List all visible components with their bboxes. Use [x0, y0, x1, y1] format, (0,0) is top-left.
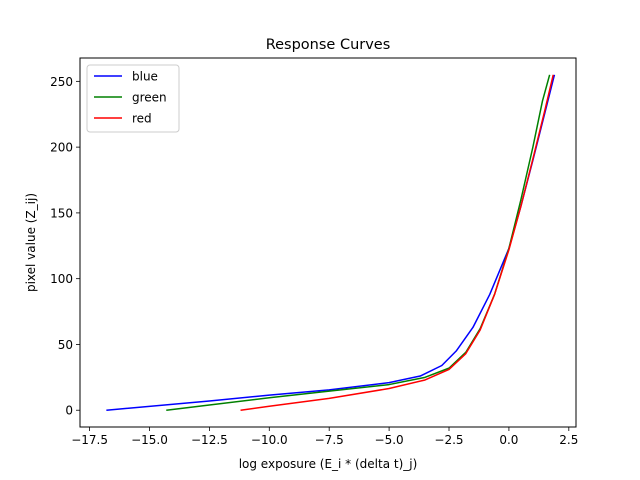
chart-title: Response Curves — [266, 37, 391, 53]
x-tick-label: −2.5 — [434, 433, 463, 447]
x-tick-label: −12.5 — [191, 433, 228, 447]
plot-area: −17.5 −15.0 −12.5 −10.0 −7.5 −5.0 −2.5 0.0 2.5 0… — [50, 57, 578, 447]
legend-box — [86, 64, 180, 133]
x-tick-label: −5.0 — [375, 433, 404, 447]
series-line-red — [240, 74, 554, 411]
legend-label-green: green — [132, 91, 167, 105]
x-tick-label: −7.5 — [315, 433, 344, 447]
legend-label-red: red — [132, 112, 152, 126]
x-tick-label: −10.0 — [251, 433, 288, 447]
x-axis-ticks: −17.5 −15.0 −12.5 −10.0 −7.5 −5.0 −2.5 0.0 2.5 — [71, 427, 578, 447]
x-tick-label: 2.5 — [559, 433, 578, 447]
y-tick-label: 250 — [50, 75, 73, 89]
axes-frame — [79, 57, 577, 428]
series-layer — [106, 74, 556, 411]
y-tick-label: 50 — [58, 338, 73, 352]
x-tick-label: 0.0 — [499, 433, 518, 447]
legend: blue green red — [86, 64, 180, 133]
legend-label-blue: blue — [132, 70, 158, 84]
x-tick-label: −15.0 — [131, 433, 168, 447]
y-tick-label: 100 — [50, 272, 73, 286]
y-axis-ticks: 0 50 100 150 200 250 — [50, 75, 80, 418]
y-axis-label: pixel value (Z_ij) — [24, 193, 38, 292]
y-tick-label: 150 — [50, 206, 73, 220]
x-axis-label: log exposure (E_i * (delta t)_j) — [239, 457, 418, 471]
y-tick-label: 0 — [65, 404, 73, 418]
y-tick-label: 200 — [50, 141, 73, 155]
x-tick-label: −17.5 — [71, 433, 108, 447]
